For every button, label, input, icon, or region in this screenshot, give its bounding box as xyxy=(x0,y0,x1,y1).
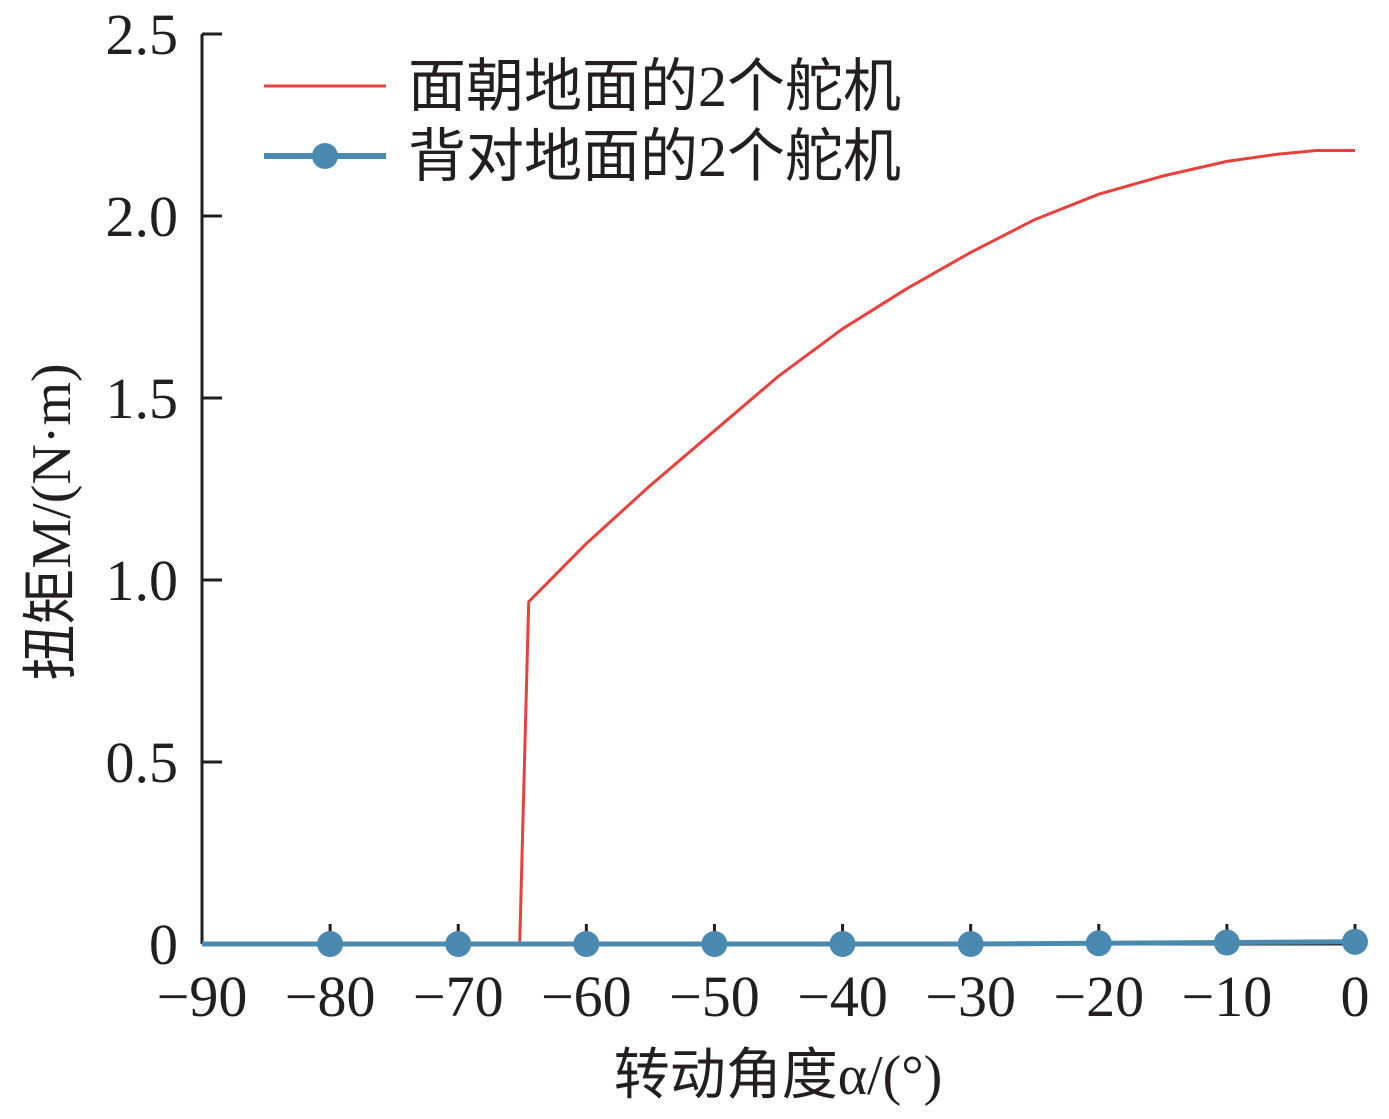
x-tick-label: −30 xyxy=(925,964,1016,1029)
series-line-back-ground xyxy=(202,939,1356,947)
x-tick-label: −80 xyxy=(285,964,376,1029)
y-tick-label: 0 xyxy=(149,912,178,977)
series-point-back-ground xyxy=(829,931,856,957)
y-tick-label: 1.0 xyxy=(106,548,179,613)
y-ticks: 0 0.5 1.0 1.5 2.0 2.5 xyxy=(106,2,222,977)
x-axis-title: 转动角度α/(°) xyxy=(614,1045,943,1107)
x-tick-label: −90 xyxy=(157,964,248,1029)
series-point-back-ground xyxy=(1213,929,1240,956)
series-point-back-ground xyxy=(1342,928,1368,955)
x-tick-label: −40 xyxy=(797,964,888,1029)
y-tick-label: 0.5 xyxy=(106,730,179,795)
legend-label-back-ground: 背对地面的2个舵机 xyxy=(408,124,901,189)
x-ticks: −90 −80 −70 −60 −50 −40 −30 −20 −10 0 xyxy=(157,924,1370,1029)
legend-label-face-ground: 面朝地面的2个舵机 xyxy=(408,54,901,119)
series-line-face-ground xyxy=(202,149,1355,946)
y-tick-label: 1.5 xyxy=(106,366,179,431)
legend-marker-back-ground xyxy=(312,143,338,169)
series-point-back-ground xyxy=(957,931,984,957)
y-axis-title: 扭矩M/(N·m) xyxy=(21,363,83,680)
y-tick-label: 2.0 xyxy=(106,184,179,249)
x-tick-label: −10 xyxy=(1182,964,1273,1029)
x-tick-label: 0 xyxy=(1341,964,1370,1029)
series-point-back-ground xyxy=(1085,930,1112,957)
x-tick-label: −50 xyxy=(669,964,760,1029)
x-tick-label: −20 xyxy=(1053,964,1144,1029)
series-layer xyxy=(202,149,1368,957)
series-point-back-ground xyxy=(317,931,344,957)
series-point-back-ground xyxy=(573,931,600,957)
x-tick-label: −60 xyxy=(541,964,632,1029)
y-tick-label: 2.5 xyxy=(106,2,179,67)
series-point-back-ground xyxy=(701,931,728,957)
x-tick-label: −70 xyxy=(413,964,504,1029)
series-point-back-ground xyxy=(445,931,472,957)
